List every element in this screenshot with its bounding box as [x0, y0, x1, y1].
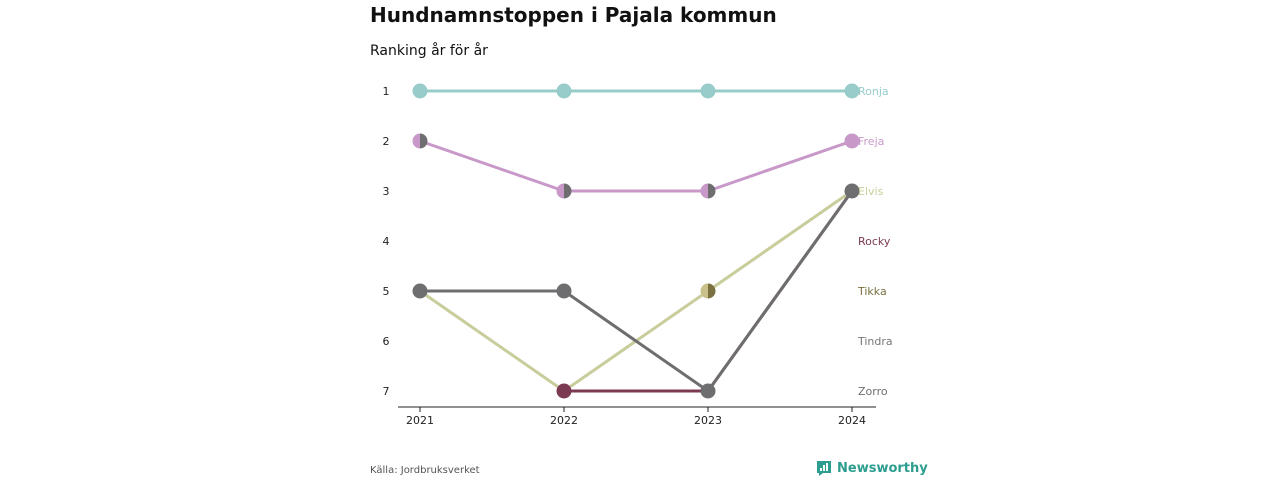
point-shared — [556, 183, 564, 199]
x-tick-label: 2021 — [406, 414, 434, 427]
brand-logo: Newsworthy — [816, 460, 928, 477]
point-shared — [700, 283, 708, 299]
point-shared — [564, 183, 572, 199]
line-elvis — [418, 289, 566, 393]
point-freja — [844, 133, 860, 149]
point-ronja — [844, 83, 860, 99]
x-tick-label: 2023 — [694, 414, 722, 427]
y-axis: 1 2 3 4 5 6 7 — [383, 85, 390, 398]
brand-name: Newsworthy — [837, 461, 928, 476]
series-labels: Ronja Freja Elvis Rocky Tikka Tindra Zorro — [857, 85, 893, 398]
series-label-rocky: Rocky — [858, 235, 891, 248]
point-zorro — [412, 283, 428, 299]
point-zorro — [700, 383, 716, 399]
point-shared — [700, 183, 708, 199]
point-shared — [412, 133, 420, 149]
series-label-ronja: Ronja — [858, 85, 889, 98]
point-ronja — [556, 83, 572, 99]
bump-chart: 1 2 3 4 5 6 7 2021 2022 2023 2024 Ronja Freja Elvis… — [383, 83, 893, 427]
line-freja — [418, 139, 566, 193]
point-ronja — [700, 83, 716, 99]
x-tick-label: 2022 — [550, 414, 578, 427]
series-label-freja: Freja — [858, 135, 884, 148]
x-axis: 2021 2022 2023 2024 — [398, 406, 876, 427]
line-zorro — [562, 289, 710, 393]
series-points — [412, 83, 860, 399]
source-note: Källa: Jordbruksverket — [370, 465, 480, 476]
chart-subtitle: Ranking år för år — [370, 43, 488, 59]
point-ronja — [412, 83, 428, 99]
point-zorro — [556, 283, 572, 299]
point-shared — [708, 283, 716, 299]
line-freja — [706, 139, 854, 193]
chart-title: Hundnamnstoppen i Pajala kommun — [370, 3, 777, 27]
series-label-zorro: Zorro — [858, 385, 888, 398]
y-tick-label: 4 — [383, 235, 390, 248]
line-elvis — [706, 189, 854, 293]
series-lines — [418, 89, 854, 393]
y-tick-label: 1 — [383, 85, 390, 98]
point-shared — [420, 133, 428, 149]
y-tick-label: 3 — [383, 185, 390, 198]
bar-chart-icon — [817, 461, 831, 476]
y-tick-label: 2 — [383, 135, 390, 148]
series-label-elvis: Elvis — [858, 185, 884, 198]
y-tick-label: 6 — [383, 335, 390, 348]
point-zorro — [844, 183, 860, 199]
point-shared — [708, 183, 716, 199]
line-zorro — [706, 189, 854, 393]
series-label-tikka: Tikka — [857, 285, 887, 298]
x-tick-label: 2024 — [838, 414, 866, 427]
y-tick-label: 7 — [383, 385, 390, 398]
y-tick-label: 5 — [383, 285, 390, 298]
series-label-tindra: Tindra — [857, 335, 893, 348]
point-rocky — [556, 383, 572, 399]
